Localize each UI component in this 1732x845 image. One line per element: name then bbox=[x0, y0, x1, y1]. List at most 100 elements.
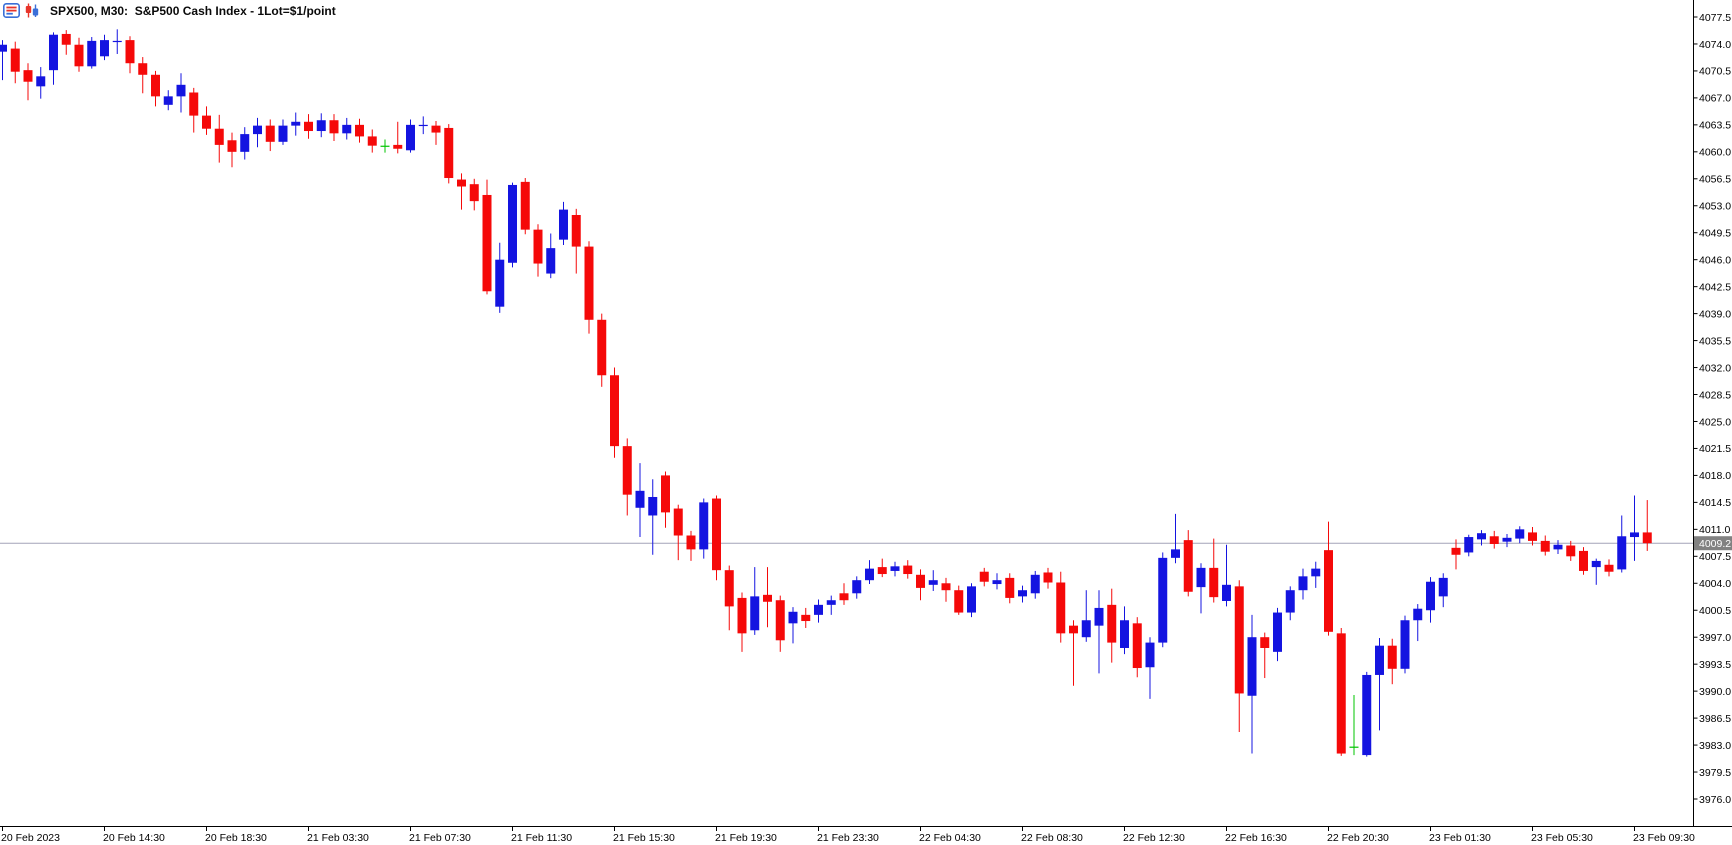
candle-body bbox=[87, 40, 97, 67]
candle-body bbox=[1005, 577, 1015, 598]
candle-body bbox=[1540, 540, 1550, 552]
candle-body bbox=[635, 490, 645, 508]
candle-body bbox=[1018, 590, 1027, 597]
candle bbox=[584, 241, 594, 334]
candle bbox=[112, 29, 122, 54]
candle-body bbox=[189, 92, 199, 116]
candle bbox=[520, 178, 530, 235]
candle bbox=[1132, 617, 1142, 678]
candle bbox=[661, 471, 670, 528]
candle bbox=[151, 70, 160, 107]
candle-body bbox=[954, 590, 964, 613]
candle bbox=[597, 313, 607, 387]
candle-body bbox=[979, 571, 989, 582]
candle bbox=[482, 179, 492, 295]
candle bbox=[1413, 604, 1423, 642]
time-tick-label: 21 Feb 03:30 bbox=[307, 832, 369, 844]
candle-body bbox=[112, 40, 122, 43]
candle-body bbox=[329, 120, 339, 134]
candle-body bbox=[1285, 590, 1295, 613]
price-tick-label: 4063.5 bbox=[1699, 120, 1731, 132]
candle bbox=[163, 90, 173, 111]
candle bbox=[1030, 570, 1040, 599]
candle bbox=[329, 114, 339, 142]
candle-body bbox=[1030, 574, 1040, 594]
candle bbox=[610, 367, 619, 458]
candle bbox=[1043, 567, 1053, 589]
candle bbox=[1158, 552, 1168, 648]
candle bbox=[418, 116, 428, 135]
candle bbox=[941, 577, 951, 602]
candle bbox=[1375, 637, 1384, 731]
candle-body bbox=[431, 125, 441, 133]
candle bbox=[852, 576, 862, 599]
candle bbox=[699, 498, 709, 559]
candle-body bbox=[1273, 612, 1282, 652]
price-tick-label: 4060.0 bbox=[1699, 147, 1731, 159]
candle-body bbox=[648, 496, 658, 516]
candle-body bbox=[1387, 645, 1397, 669]
candle bbox=[23, 63, 33, 101]
price-tick-label: 3993.5 bbox=[1699, 659, 1731, 671]
candle-body bbox=[10, 48, 20, 72]
candle-body bbox=[1591, 560, 1601, 568]
candle bbox=[826, 595, 836, 615]
price-scale[interactable]: 4077.5 4074.0 4070.5 4067.0 4063.5 4060.0 4056… bbox=[1693, 12, 1732, 806]
candle-body bbox=[1438, 577, 1448, 597]
candle bbox=[1324, 521, 1333, 636]
candle bbox=[253, 117, 262, 148]
candle-body bbox=[622, 446, 632, 495]
candle-chart-icon[interactable] bbox=[24, 3, 41, 18]
candle-body bbox=[1426, 581, 1435, 611]
candle-body bbox=[1604, 564, 1614, 572]
candle bbox=[291, 112, 301, 136]
candle bbox=[1489, 530, 1499, 549]
candle bbox=[304, 114, 313, 139]
candle bbox=[240, 127, 250, 160]
price-tick-label: 4042.5 bbox=[1699, 281, 1731, 293]
candle-body bbox=[367, 136, 377, 146]
candle bbox=[1234, 580, 1244, 732]
candle-body bbox=[1298, 576, 1308, 591]
candle-body bbox=[1489, 536, 1499, 544]
candle bbox=[763, 567, 772, 628]
candle bbox=[380, 139, 390, 153]
candle bbox=[1438, 573, 1448, 608]
candle bbox=[1222, 544, 1231, 607]
candle bbox=[737, 592, 747, 652]
candle bbox=[877, 558, 887, 578]
candle-body bbox=[380, 145, 390, 147]
candle-body bbox=[941, 583, 951, 591]
time-tick-label: 23 Feb 05:30 bbox=[1531, 832, 1593, 844]
candle-body bbox=[1260, 637, 1270, 648]
candle bbox=[495, 242, 505, 313]
candle-body bbox=[457, 179, 466, 187]
candle bbox=[622, 438, 632, 516]
time-tick-label: 20 Feb 2023 bbox=[1, 832, 60, 844]
quotes-list-icon[interactable] bbox=[3, 3, 20, 18]
candle bbox=[1464, 534, 1474, 557]
candle bbox=[967, 583, 976, 618]
time-scale[interactable]: 20 Feb 2023 20 Feb 14:30 20 Feb 18:30 21 Fe… bbox=[1, 826, 1695, 845]
candle-body bbox=[890, 566, 900, 571]
candle-body bbox=[852, 580, 862, 594]
candle bbox=[865, 560, 874, 585]
candle bbox=[367, 129, 377, 153]
price-tick-label: 4007.5 bbox=[1699, 551, 1731, 563]
candle bbox=[1260, 632, 1270, 679]
candle-body bbox=[1553, 544, 1563, 550]
candle-body bbox=[61, 33, 71, 45]
candlestick-plot[interactable] bbox=[0, 29, 1693, 757]
candle-body bbox=[584, 246, 594, 320]
candle bbox=[1298, 568, 1308, 600]
candle-body bbox=[291, 121, 301, 126]
candle-body bbox=[1477, 533, 1486, 540]
candle bbox=[635, 463, 645, 538]
candle-body bbox=[712, 498, 721, 571]
candle bbox=[61, 30, 71, 55]
candle-body bbox=[916, 574, 925, 588]
candle bbox=[1426, 577, 1435, 623]
time-tick-label: 20 Feb 18:30 bbox=[205, 832, 267, 844]
candle-body bbox=[546, 248, 556, 274]
